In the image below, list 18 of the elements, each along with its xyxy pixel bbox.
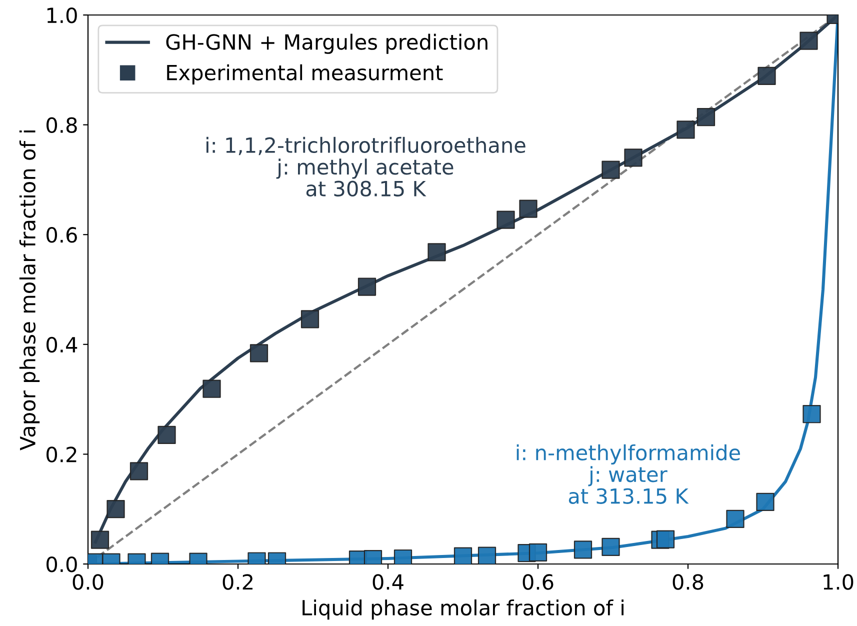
x-tick-label: 0.2 — [222, 574, 252, 590]
x-tick-label: 0.4 — [372, 574, 404, 590]
x-tick-label: 0.8 — [672, 574, 704, 590]
y-tick-label: 0.0 — [46, 556, 77, 572]
legend-label: Experimental measurment — [167, 64, 443, 84]
y-axis-title: Vapor phase molar fraction of i — [19, 130, 40, 450]
x-tick-label: 0.6 — [522, 574, 554, 590]
annotation: i: 1,1,2-trichlorotrifluoroethane j: methyl acetate at 308.15 K — [206, 136, 526, 197]
x-tick-label: 1.0 — [824, 574, 854, 590]
y-tick-label: 1.0 — [47, 7, 77, 24]
legend-label: GH-GNN + Margules prediction — [166, 34, 488, 54]
y-tick-label: 0.8 — [46, 117, 77, 134]
y-tick-label: 0.4 — [46, 336, 78, 353]
y-tick-label: 0.2 — [46, 446, 76, 462]
y-tick-label: 0.6 — [46, 227, 77, 243]
annotation: i: n-methylformamide j: water at 313.15 K — [516, 444, 740, 504]
x-tick-label: 0.0 — [72, 574, 104, 590]
x-axis-title: Liquid phase molar fraction of i — [302, 599, 624, 620]
